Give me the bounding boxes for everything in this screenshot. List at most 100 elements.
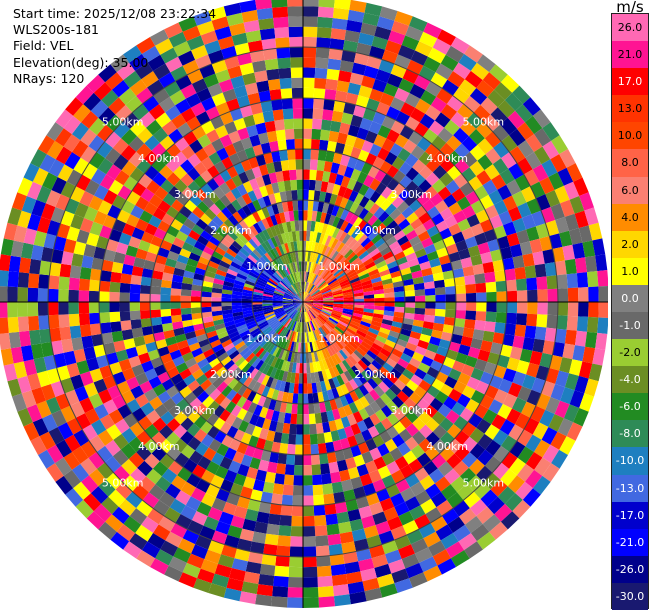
velocity-cell <box>337 428 348 440</box>
velocity-cell <box>339 349 348 360</box>
velocity-cell <box>232 311 244 317</box>
velocity-cell <box>280 433 290 444</box>
velocity-cell <box>212 215 224 227</box>
velocity-cell <box>319 284 329 291</box>
ring-label: 1.00km <box>246 260 288 273</box>
velocity-cell <box>333 297 344 301</box>
velocity-cell <box>201 97 216 112</box>
velocity-cell <box>250 50 265 63</box>
velocity-cell <box>158 439 174 454</box>
velocity-cell <box>476 531 496 550</box>
velocity-cell <box>419 556 438 573</box>
velocity-cell <box>318 282 328 290</box>
velocity-cell <box>99 312 111 324</box>
velocity-cell <box>287 252 293 264</box>
velocity-cell <box>308 272 313 283</box>
velocity-cell <box>248 271 259 279</box>
velocity-cell <box>173 327 185 337</box>
velocity-cell <box>458 248 471 260</box>
velocity-cell <box>496 291 507 302</box>
velocity-cell <box>89 468 106 487</box>
velocity-cell <box>36 400 52 419</box>
velocity-cell <box>295 434 303 445</box>
velocity-cell <box>295 321 299 332</box>
velocity-cell <box>166 366 180 379</box>
velocity-cell <box>182 319 194 328</box>
velocity-cell <box>445 294 456 302</box>
velocity-cell <box>551 449 568 469</box>
velocity-cell <box>303 261 306 272</box>
velocity-cell <box>191 312 203 320</box>
ring-label: 3.00km <box>390 404 432 417</box>
velocity-cell <box>350 317 362 324</box>
velocity-cell <box>293 128 303 139</box>
velocity-cell <box>303 292 308 302</box>
velocity-cell <box>522 337 535 351</box>
velocity-cell <box>422 373 436 386</box>
velocity-cell <box>390 225 402 237</box>
velocity-cell <box>433 353 446 365</box>
velocity-cell <box>476 465 493 483</box>
velocity-cell <box>287 587 303 598</box>
velocity-cell <box>68 289 79 302</box>
velocity-cell <box>180 307 192 315</box>
velocity-cell <box>143 333 156 345</box>
velocity-cell <box>196 87 212 103</box>
velocity-cell <box>213 417 226 431</box>
velocity-cell <box>270 333 279 344</box>
velocity-cell <box>206 330 218 339</box>
velocity-cell <box>243 315 255 321</box>
velocity-cell <box>293 210 299 221</box>
velocity-cell <box>592 348 606 366</box>
velocity-cell <box>226 203 238 215</box>
velocity-cell <box>247 254 258 264</box>
velocity-cell <box>227 363 239 375</box>
velocity-cell <box>307 210 313 221</box>
velocity-cell <box>525 434 542 452</box>
velocity-cell <box>474 232 488 246</box>
velocity-cell <box>191 347 203 358</box>
velocity-cell <box>347 368 357 379</box>
velocity-cell <box>275 463 286 475</box>
velocity-cell <box>439 383 454 397</box>
velocity-cell <box>252 211 262 223</box>
velocity-cell <box>394 578 413 593</box>
velocity-cell <box>204 208 217 221</box>
velocity-cell <box>334 195 344 207</box>
velocity-cell <box>241 298 253 302</box>
velocity-cell <box>403 246 415 257</box>
velocity-cell <box>274 379 282 391</box>
velocity-cell <box>46 444 64 464</box>
velocity-cell <box>317 339 324 350</box>
velocity-cell <box>180 289 192 297</box>
velocity-cell <box>303 293 309 302</box>
velocity-cell <box>195 148 209 162</box>
velocity-cell <box>313 88 326 100</box>
velocity-cell <box>307 200 314 211</box>
velocity-cell <box>331 110 344 123</box>
velocity-cell <box>178 50 196 66</box>
velocity-cell <box>70 401 85 418</box>
velocity-cell <box>328 249 337 260</box>
velocity-cell <box>122 112 140 129</box>
velocity-cell <box>152 461 169 477</box>
velocity-cell <box>340 208 350 221</box>
velocity-cell <box>385 357 398 368</box>
velocity-cell <box>17 375 32 394</box>
velocity-cell <box>342 310 353 316</box>
velocity-cell <box>105 439 121 457</box>
velocity-cell <box>428 47 446 64</box>
velocity-cell <box>200 408 214 421</box>
velocity-cell <box>349 390 360 402</box>
velocity-cell <box>86 74 106 93</box>
velocity-cell <box>272 322 282 331</box>
velocity-cell <box>145 341 158 353</box>
velocity-cell <box>159 453 175 469</box>
velocity-cell <box>326 451 337 464</box>
velocity-cell <box>10 240 24 258</box>
velocity-cell <box>552 246 565 263</box>
velocity-cell <box>585 255 598 273</box>
velocity-cell <box>80 457 97 476</box>
velocity-cell <box>291 403 298 414</box>
velocity-cell <box>337 256 347 266</box>
